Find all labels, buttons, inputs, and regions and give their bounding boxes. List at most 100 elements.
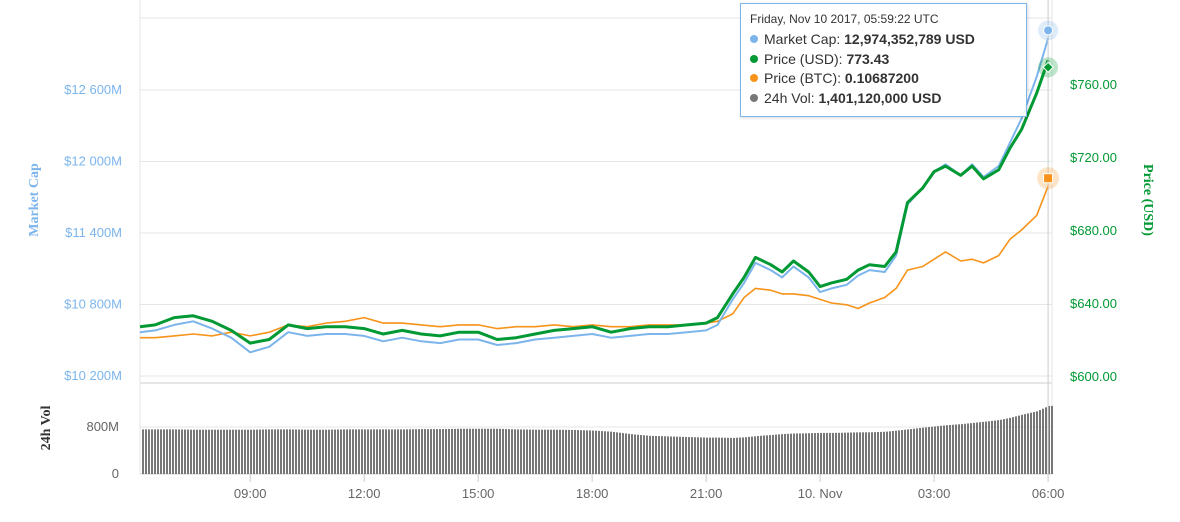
volume-bar (868, 432, 870, 474)
volume-bar (289, 429, 291, 474)
volume-bar (472, 428, 474, 474)
volume-bar (736, 437, 738, 474)
volume-bar (391, 429, 393, 474)
volume-bar (538, 429, 540, 474)
volume-bar (220, 429, 222, 474)
volume-bar (280, 429, 282, 474)
volume-bar (661, 436, 663, 474)
volume-bar (871, 432, 873, 474)
volume-bar (154, 429, 156, 474)
volume-bar (841, 432, 843, 474)
volume-bar (991, 420, 993, 474)
volume-bar (1024, 414, 1026, 474)
volume-bar (859, 432, 861, 474)
volume-bar (265, 429, 267, 474)
volume-bar (223, 429, 225, 474)
volume-bar (604, 431, 606, 474)
volume-bar (607, 431, 609, 474)
volume-bar (886, 431, 888, 474)
volume-bar (652, 435, 654, 474)
volume-bar (172, 429, 174, 474)
volume-bar (379, 429, 381, 474)
volume-bar (847, 432, 849, 474)
volume-bar (187, 429, 189, 474)
volume-bar (955, 424, 957, 474)
volume-bar (1042, 408, 1044, 474)
volume-bar (685, 436, 687, 474)
volume-bar (667, 436, 669, 474)
tooltip-label: Price (BTC): (764, 70, 841, 86)
volume-bar (952, 424, 954, 474)
volume-bar (883, 431, 885, 474)
volume-bar (877, 432, 879, 474)
volume-bar (700, 437, 702, 474)
volume-bar (1000, 419, 1002, 474)
volume-bar (403, 429, 405, 474)
volume-bar (490, 428, 492, 474)
right-tick-label: $640.00 (1070, 296, 1117, 311)
volume-bar (763, 435, 765, 474)
tooltip-label: 24h Vol: (764, 89, 815, 106)
volume-bar (502, 428, 504, 474)
tooltip-row-price-btc: Price (BTC): 0.10687200 (750, 69, 1017, 89)
volume-bar (286, 429, 288, 474)
volume-bar (997, 420, 999, 474)
volume-bar (148, 429, 150, 474)
volume-bar (931, 426, 933, 474)
right-axis-title: Price (USD) (1140, 164, 1155, 236)
volume-bar (388, 429, 390, 474)
volume-bar (292, 429, 294, 474)
volume-bar (427, 429, 429, 474)
volume-bar (460, 428, 462, 474)
volume-bar (1006, 418, 1008, 474)
volume-bar (901, 430, 903, 474)
volume-bar (727, 437, 729, 474)
tooltip-value: 12,974,352,789 USD (844, 31, 975, 47)
volume-bar (646, 435, 648, 474)
volume-bar (325, 429, 327, 474)
volume-bar (514, 429, 516, 474)
volume-bar (1015, 416, 1017, 474)
volume-bar (217, 429, 219, 474)
volume-bar (628, 433, 630, 474)
volume-bar (676, 436, 678, 474)
volume-bar (475, 428, 477, 474)
volume-bar (691, 437, 693, 474)
volume-bar (355, 429, 357, 474)
volume-bar (283, 429, 285, 474)
volume-bar (142, 429, 144, 474)
volume-bar (370, 429, 372, 474)
volume-bar (499, 428, 501, 474)
volume-bar (913, 428, 915, 474)
price-usd-dot (750, 54, 758, 63)
volume-bar (157, 429, 159, 474)
hover-markers (1037, 0, 1060, 474)
volume-bar (337, 429, 339, 474)
volume-bar (313, 429, 315, 474)
volume-bar (880, 431, 882, 474)
volume-bar (466, 428, 468, 474)
volume-bar (166, 429, 168, 474)
volume-bar (697, 437, 699, 474)
volume-bar (937, 426, 939, 474)
volume-bar (193, 429, 195, 474)
volume-bar (688, 437, 690, 474)
volume-bar (376, 429, 378, 474)
volume-bar (889, 431, 891, 474)
volume-bar (832, 432, 834, 474)
price-btc-marker (1043, 173, 1054, 184)
volume-bar (739, 437, 741, 474)
right-tick-label: $760.00 (1070, 77, 1117, 92)
volume-bar (451, 428, 453, 474)
volume-bar (241, 429, 243, 474)
volume-bar (574, 429, 576, 474)
volume-bar (487, 428, 489, 474)
volume-bar (745, 437, 747, 474)
volume-bar (421, 429, 423, 474)
volume-bar (583, 430, 585, 474)
volume-bar (304, 429, 306, 474)
volume-bar (634, 434, 636, 474)
tooltip-value: 1,401,120,000 USD (818, 89, 942, 106)
volume-bar (469, 428, 471, 474)
volume-bar (544, 429, 546, 474)
